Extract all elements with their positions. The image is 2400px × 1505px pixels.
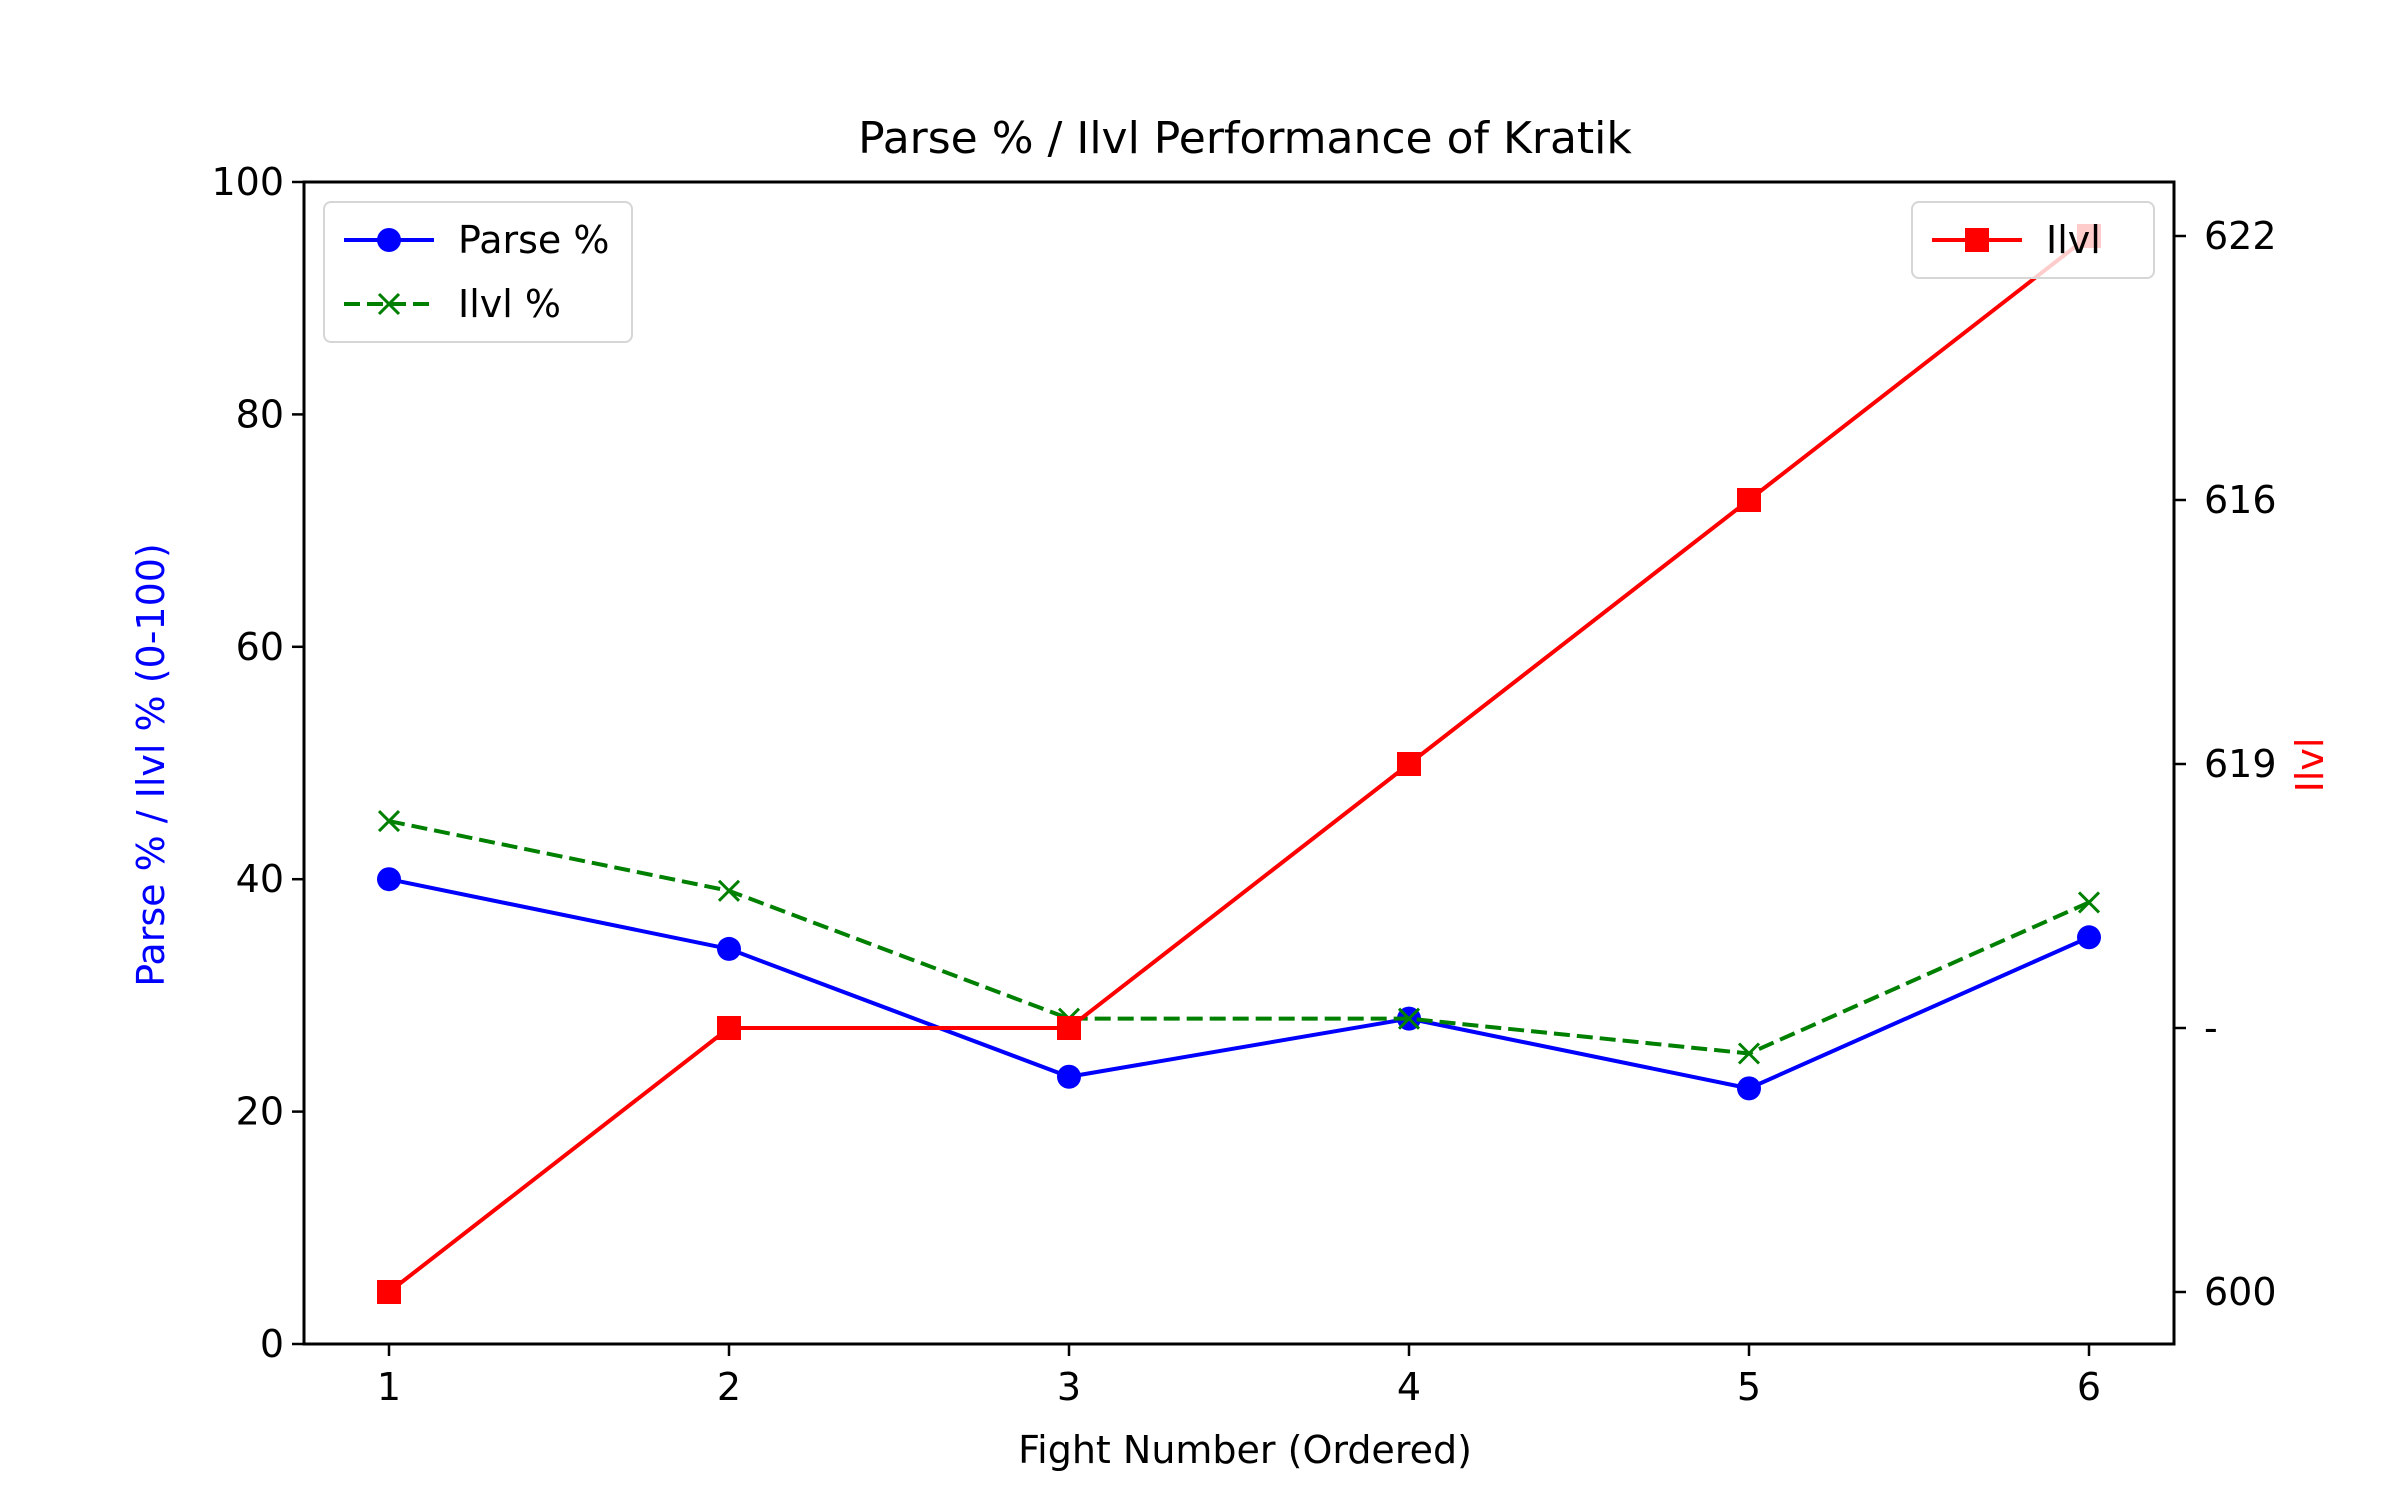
data-point-ilvl bbox=[717, 879, 741, 902]
legend-box bbox=[323, 201, 633, 343]
y2-tick-label: 600 bbox=[2204, 1270, 2277, 1314]
data-point-ilvl bbox=[1737, 488, 1761, 512]
data-point-ilvl bbox=[1397, 1007, 1421, 1030]
legend-marker-parse- bbox=[377, 228, 401, 252]
x-tick-label: 2 bbox=[717, 1365, 741, 1409]
legend-box bbox=[1911, 201, 2155, 279]
data-point-parse bbox=[2077, 925, 2101, 950]
y-tick-label: 80 bbox=[236, 392, 284, 436]
x-tick-label: 3 bbox=[1057, 1365, 1081, 1409]
series-line-ilvl bbox=[388, 819, 2090, 1056]
data-point-ilvl bbox=[717, 1016, 741, 1040]
legend-marker-ilvl bbox=[1965, 228, 1989, 252]
x-tick-label: 5 bbox=[1737, 1365, 1761, 1409]
data-point-parse bbox=[377, 867, 401, 892]
y-tick-label: 40 bbox=[236, 857, 284, 901]
y2-tick-label: 619 bbox=[2204, 742, 2277, 786]
y-tick-label: 100 bbox=[211, 160, 284, 204]
y-tick-label: 60 bbox=[236, 625, 284, 669]
legend-upper-right: Ilvl bbox=[1911, 201, 2155, 279]
series-layer bbox=[377, 224, 2101, 1304]
data-point-ilvl bbox=[2077, 891, 2101, 914]
x-tick-label: 4 bbox=[1397, 1365, 1421, 1409]
legend-layer: Parse % Ilvl % Ilvl bbox=[323, 201, 2155, 343]
data-point-ilvl bbox=[377, 810, 401, 833]
plot-area-frame bbox=[302, 180, 2176, 1346]
legend-upper-left: Parse % Ilvl % bbox=[323, 201, 633, 343]
series-ilvl bbox=[377, 810, 2101, 1065]
data-point-parse bbox=[1737, 1076, 1761, 1101]
data-point-ilvl bbox=[377, 1280, 401, 1304]
series-line-parse bbox=[388, 877, 2090, 1091]
x-tick-label: 1 bbox=[377, 1365, 401, 1409]
y-axis-label-left: Parse % / Ilvl % (0-100) bbox=[129, 543, 173, 987]
legend-label: Ilvl bbox=[2046, 218, 2101, 262]
legend-marker-ilvl- bbox=[377, 292, 401, 316]
data-point-parse bbox=[717, 936, 741, 961]
data-point-parse bbox=[1057, 1064, 1081, 1089]
x-axis-label: Fight Number (Ordered) bbox=[1018, 1428, 1472, 1472]
y-tick-label: 0 bbox=[260, 1322, 284, 1366]
data-point-ilvl bbox=[1737, 1042, 1761, 1065]
series-parse bbox=[377, 867, 2101, 1101]
legend-label: Parse % bbox=[458, 218, 609, 262]
chart-title: Parse % / Ilvl Performance of Kratik bbox=[858, 113, 1632, 164]
data-point-ilvl bbox=[1057, 1016, 1081, 1040]
data-point-ilvl bbox=[1397, 752, 1421, 776]
series-line-ilvl bbox=[387, 234, 2091, 1294]
series-ilvl bbox=[377, 224, 2101, 1304]
y2-tick-label: 622 bbox=[2204, 214, 2277, 258]
legend-label: Ilvl % bbox=[458, 282, 561, 326]
x-tick-label: 6 bbox=[2077, 1365, 2101, 1409]
y-axis-label-right: Ilvl bbox=[2288, 738, 2332, 793]
y-tick-label: 20 bbox=[236, 1090, 284, 1134]
y2-tick-label: 616 bbox=[2204, 478, 2277, 522]
y2-tick-label: - bbox=[2204, 1006, 2218, 1050]
